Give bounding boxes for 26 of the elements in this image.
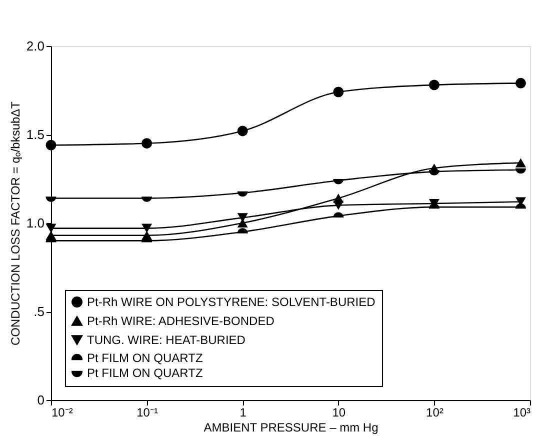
legend-label: Pt-Rh WIRE ON POLYSTYRENE: SOLVENT-BURIED <box>87 295 376 309</box>
point <box>46 140 56 150</box>
y-tick-label: 1.5 <box>26 127 44 142</box>
y-axis-title: CONDUCTION LOSS FACTOR = qₒ/bksubΔT <box>8 100 22 346</box>
legend-label: Pt FILM ON QUARTZ <box>87 366 203 380</box>
x-tick-label: 10⁻¹ <box>136 406 158 420</box>
x-tick-label: 10⁻² <box>52 406 73 420</box>
x-tick-label: 10 <box>332 406 346 420</box>
legend-label: Pt-Rh WIRE: ADHESIVE-BONDED <box>87 314 275 328</box>
x-tick-label: 1 <box>240 406 247 420</box>
legend-label: TUNG. WIRE: HEAT-BURIED <box>87 333 246 347</box>
point <box>333 86 344 98</box>
x-tick-label: 10³ <box>513 406 531 420</box>
y-tick-label: 1.0 <box>26 216 44 230</box>
point <box>142 224 152 233</box>
y-tick-label: 0 <box>37 392 44 408</box>
point <box>46 224 56 233</box>
point <box>237 126 248 136</box>
legend-label: Pt FILM ON QUARTZ <box>87 351 203 365</box>
y-tick-label: .5 <box>34 304 44 319</box>
x-axis-title: AMBIENT PRESSURE – mm Hg <box>204 420 378 434</box>
point <box>333 200 344 210</box>
point <box>428 80 440 90</box>
y-tick-label: 2.0 <box>26 38 44 54</box>
point <box>142 138 152 149</box>
x-tick-label: 10² <box>426 406 444 420</box>
